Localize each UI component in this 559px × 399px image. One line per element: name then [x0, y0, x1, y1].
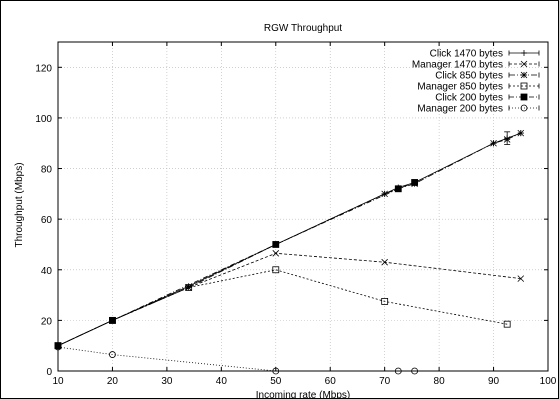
y-tick-label: 40	[41, 266, 53, 277]
series-4	[54, 266, 511, 350]
chart-title: RGW Throughput	[264, 23, 342, 34]
legend-entry: Manager 200 bytes	[417, 104, 540, 115]
series-line	[57, 346, 415, 372]
data-point	[394, 185, 402, 193]
legend-label: Manager 1470 bytes	[412, 60, 503, 71]
legend-entry: Click 850 bytes	[435, 71, 540, 82]
y-tick-label: 120	[35, 63, 52, 74]
series-5	[54, 179, 419, 350]
series-line	[57, 132, 521, 347]
legend-label: Click 1470 bytes	[430, 49, 503, 60]
legend-entry: Manager 1470 bytes	[412, 60, 540, 71]
data-point	[109, 316, 116, 324]
legend-label: Click 200 bytes	[435, 93, 503, 104]
data-point	[109, 351, 116, 358]
x-tick-label: 30	[161, 376, 173, 387]
legend-marker	[520, 71, 528, 79]
y-tick-label: 60	[41, 215, 53, 226]
plot-border	[57, 41, 549, 372]
series-line	[57, 269, 508, 347]
legend-marker	[520, 93, 528, 101]
data-point	[272, 241, 280, 248]
data-point	[185, 284, 193, 291]
x-tick-label: 50	[270, 376, 282, 387]
data-point	[411, 179, 419, 186]
legend-label: Click 850 bytes	[435, 71, 503, 82]
y-tick-label: 80	[41, 165, 53, 176]
legend-marker	[521, 50, 527, 56]
legend-entry: Click 1470 bytes	[430, 49, 540, 60]
legend-marker	[520, 82, 528, 90]
legend-entry: Manager 850 bytes	[417, 82, 540, 93]
legend-label: Manager 200 bytes	[417, 104, 503, 115]
y-axis-label: Throughput (Mbps)	[14, 162, 25, 247]
x-tick-label: 40	[216, 376, 228, 387]
data-point	[381, 298, 389, 305]
x-tick-label: 90	[488, 376, 500, 387]
legend-marker	[520, 60, 528, 68]
y-tick-label: 0	[46, 367, 52, 378]
data-point	[517, 275, 525, 282]
y-tick-label: 100	[35, 114, 52, 125]
series-layer	[54, 129, 525, 375]
legend-marker	[520, 104, 528, 112]
x-tick-label: 80	[434, 376, 446, 387]
data-point	[503, 320, 511, 328]
data-point	[381, 258, 388, 266]
series-1	[55, 130, 524, 349]
series-2	[54, 250, 525, 349]
legend-label: Manager 850 bytes	[417, 82, 503, 93]
series-6	[54, 343, 419, 375]
x-tick-label: 100	[540, 376, 557, 387]
x-tick-label: 70	[379, 376, 391, 387]
x-axis-label: Incoming rate (Mbps)	[256, 390, 350, 399]
x-tick-label: 60	[325, 376, 337, 387]
data-point	[503, 136, 511, 143]
data-point	[272, 250, 280, 257]
x-tick-label: 10	[52, 376, 64, 387]
data-point	[490, 139, 497, 147]
series-line	[57, 252, 521, 347]
data-point	[517, 129, 525, 137]
data-point	[272, 266, 280, 274]
x-tick-label: 20	[107, 376, 119, 387]
y-tick-label: 20	[41, 316, 53, 327]
legend-entry: Click 200 bytes	[435, 93, 540, 104]
